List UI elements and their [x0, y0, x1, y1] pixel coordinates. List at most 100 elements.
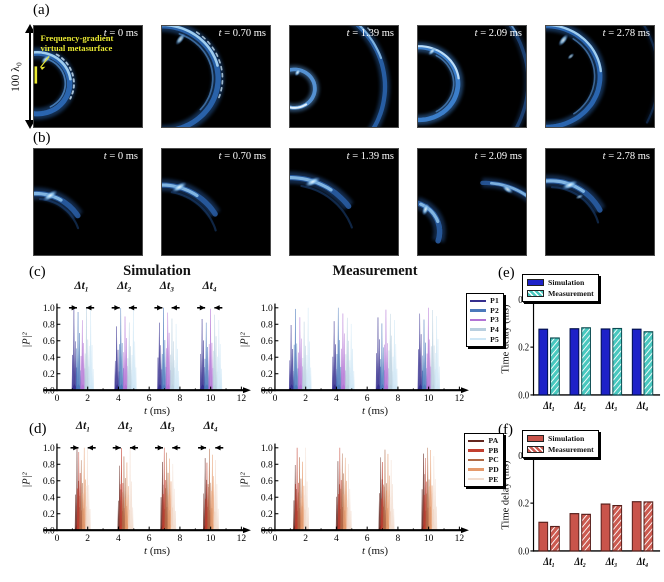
arrow-up-icon [25, 24, 35, 33]
svg-text:0.8: 0.8 [43, 460, 55, 470]
legend: PA PB PC PD PE [464, 433, 504, 487]
legend-item: P1 [470, 296, 499, 306]
bar-chart-svg: 0.00.20.4Δt₁Δt₂Δt₃Δt₄ [518, 285, 661, 412]
wave-field-svg [418, 26, 526, 127]
pulse-plot-svg: 0 2 4 6 8 10 12 0.0 0.2 0.4 0.6 0.8 1.0 [43, 443, 251, 544]
b-snapshot-panel-2: t = 0.70 ms [161, 148, 271, 256]
svg-text:0.0: 0.0 [261, 526, 273, 536]
svg-text:0.2: 0.2 [261, 370, 273, 380]
y-axis-label: |P|² [21, 332, 33, 348]
time-label: t = 0.70 ms [219, 151, 266, 162]
wave-field-svg [290, 171, 354, 229]
svg-text:0: 0 [273, 534, 278, 544]
b-snapshot-panel-4: t = 2.09 ms [417, 148, 527, 256]
time-label: t = 2.78 ms [603, 151, 650, 162]
wave-field-svg [418, 178, 526, 244]
time-label: t = 2.09 ms [475, 28, 522, 39]
svg-text:0: 0 [55, 394, 60, 404]
legend-item: PD [468, 465, 499, 475]
pulse-plot-svg: 0 2 4 6 8 10 12 0.0 0.2 0.4 0.6 0.8 1.0 [261, 303, 469, 404]
plot-c-measurement: Measurement |P|² 0 2 4 6 8 10 12 0.0 0.2 0.4 0.6 0.… [240, 263, 504, 419]
time-value: = 2.78 ms [605, 28, 650, 39]
pulse-plot-svg: 0 2 4 6 8 10 12 0.0 0.2 0.4 0.6 0.8 1.0 [43, 303, 251, 404]
svg-text:0.6: 0.6 [261, 337, 273, 347]
time-variable: t [218, 28, 222, 39]
delay-annotation-label: Δt₁ [75, 420, 91, 432]
legend-label: P4 [490, 325, 499, 335]
legend-line-swatch [468, 458, 485, 462]
legend-label: PD [488, 465, 499, 475]
svg-text:8: 8 [396, 394, 401, 404]
svg-text:0.4: 0.4 [261, 353, 273, 363]
b-snapshot-panel-1: t = 0 ms [33, 148, 143, 256]
scale-bar: 100 λ₀ [4, 24, 36, 129]
time-value: = 1.39 ms [349, 151, 394, 162]
wave-field-svg [546, 26, 654, 127]
time-label: t = 0 ms [104, 151, 138, 162]
svg-text:0.4: 0.4 [261, 493, 273, 503]
panel-label-c: (c) [29, 264, 46, 280]
svg-text:0.2: 0.2 [518, 342, 529, 354]
x-axis-label: t (ms) [40, 545, 252, 559]
delay-annotation-row [258, 420, 470, 433]
svg-text:1.0: 1.0 [43, 444, 55, 454]
legend-line-swatch [470, 328, 487, 331]
svg-text:4: 4 [334, 534, 339, 544]
wave-field-svg [546, 174, 606, 224]
chart-f-time-delay: Time delay (ms) 0.00.20.4Δt₁Δt₂Δt₃Δt₄ Si… [498, 428, 664, 576]
svg-text:Δt₁: Δt₁ [542, 556, 554, 568]
legend-item: PB [468, 446, 499, 456]
svg-text:2: 2 [85, 394, 90, 404]
svg-text:10: 10 [424, 394, 434, 404]
legend: Simulation Measurement [522, 430, 599, 458]
a-snapshot-panel-3: t = 1.39 ms [289, 25, 399, 128]
scale-arrow-line [29, 27, 31, 126]
svg-text:0: 0 [273, 394, 278, 404]
wave-field-svg [34, 47, 76, 120]
svg-text:0.4: 0.4 [43, 493, 55, 503]
delay-annotation-row: Δt₁ Δt₂ Δt₃ Δt₄ [40, 280, 252, 293]
legend-swatch [527, 279, 544, 286]
svg-text:10: 10 [206, 534, 216, 544]
legend: P1 P2 P3 P4 P5 [466, 293, 504, 347]
legend-swatch [527, 435, 544, 442]
time-variable: t [346, 151, 350, 162]
x-axis-label: t (ms) [258, 405, 470, 419]
svg-text:6: 6 [365, 534, 370, 544]
time-label: t = 0.70 ms [219, 28, 266, 39]
legend-line-swatch [468, 468, 485, 471]
svg-text:1.0: 1.0 [43, 304, 55, 314]
arrow-down-icon [25, 120, 35, 129]
svg-text:10: 10 [424, 534, 434, 544]
svg-text:12: 12 [455, 394, 465, 404]
legend-line-swatch [468, 439, 485, 442]
pulse-plot-svg: 0 2 4 6 8 10 12 0.0 0.2 0.4 0.6 0.8 1.0 [261, 443, 469, 544]
legend-label: PE [488, 474, 499, 484]
svg-text:0.8: 0.8 [43, 320, 55, 330]
svg-text:0.2: 0.2 [43, 510, 55, 520]
time-label: t = 2.78 ms [603, 28, 650, 39]
time-value: = 0 ms [106, 151, 138, 162]
svg-text:0.6: 0.6 [261, 477, 273, 487]
delay-annotation-label: Δt₁ [74, 280, 89, 292]
svg-text:1.0: 1.0 [261, 304, 273, 314]
a-snapshot-panel-1: Frequency-gradient virtual metasurface t =… [33, 25, 143, 128]
plot-c-simulation: Simulation Δt₁ Δt₂ Δt₃ Δt₄ |P|² 0 2 4 6 8 10 12 0.… [22, 263, 252, 419]
plot-area: |P|² 0 2 4 6 8 10 12 0.0 0.2 0.4 0.6 0.8 1.0 P1 P2 P3 P… [240, 293, 504, 405]
legend-item: Measurement [527, 288, 594, 299]
y-axis-label: |P|² [239, 472, 251, 488]
wave-field-svg [162, 26, 225, 127]
legend-item: Measurement [527, 444, 594, 455]
svg-text:4: 4 [116, 394, 121, 404]
legend-label: P5 [490, 334, 499, 344]
svg-text:12: 12 [455, 534, 465, 544]
time-variable: t [474, 151, 478, 162]
time-variable: t [602, 28, 606, 39]
svg-text:8: 8 [178, 534, 183, 544]
delay-annotation-label: Δt₄ [203, 420, 218, 432]
snapshot-row-b: t = 0 ms t = 0.70 ms t = 1.39 ms t = 2.09 m… [33, 148, 655, 256]
svg-text:Δt₁: Δt₁ [542, 400, 554, 412]
svg-text:Δt₄: Δt₄ [636, 556, 648, 568]
svg-text:0.8: 0.8 [261, 460, 273, 470]
